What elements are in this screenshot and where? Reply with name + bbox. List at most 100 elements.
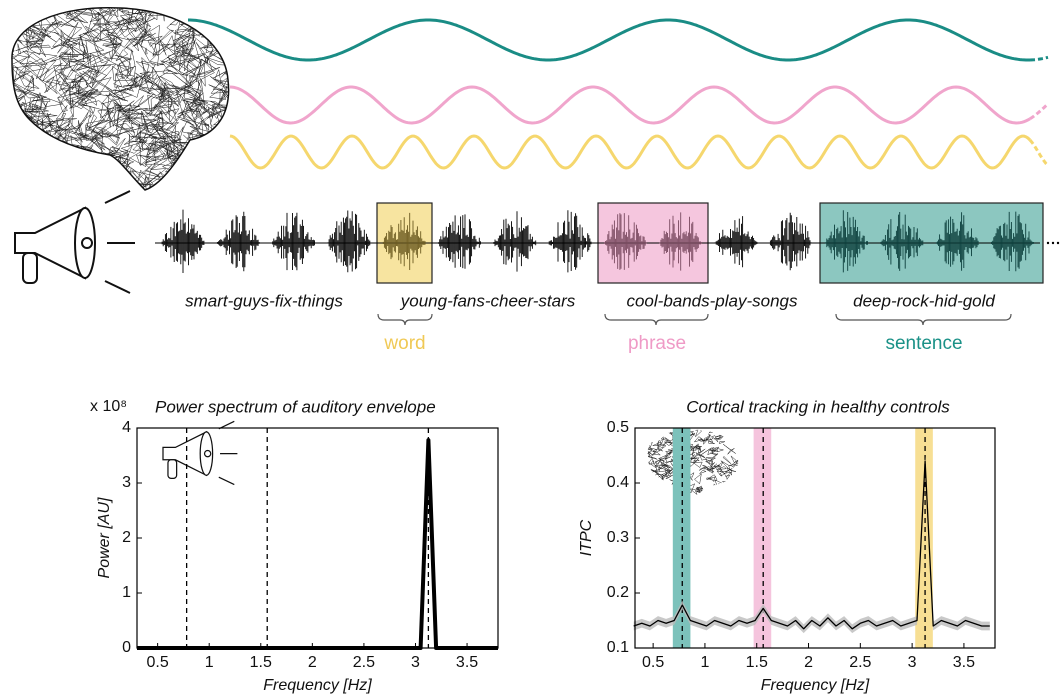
mesh-line (126, 47, 134, 53)
mesh-line (203, 107, 213, 114)
mesh-line (34, 176, 39, 181)
mesh-line (144, 163, 156, 170)
mesh-line (656, 475, 666, 485)
mesh-line (34, 154, 51, 184)
mesh-line (230, 60, 242, 78)
mesh-line (647, 484, 650, 489)
mesh-line (11, 119, 21, 138)
mesh-line (57, 21, 79, 54)
mesh-line (158, 86, 177, 115)
mesh-line (660, 436, 669, 442)
mesh-line (182, 100, 199, 131)
mesh-line (62, 156, 74, 167)
mesh-line (217, 163, 229, 190)
mesh-line (722, 443, 736, 454)
mesh-line (0, 23, 7, 48)
mesh-line (714, 479, 723, 490)
mesh-line (19, 52, 49, 65)
mesh-line (148, 122, 170, 138)
mesh-line (211, 103, 215, 118)
mesh-line (107, 34, 131, 48)
mesh-line (85, 77, 112, 94)
mesh-line (217, 85, 228, 107)
mesh-line (79, 172, 88, 185)
mesh-line (210, 100, 229, 112)
mesh-line (185, 90, 205, 102)
mesh-line (689, 460, 697, 467)
mesh-line (29, 167, 48, 190)
mesh-line (65, 37, 84, 47)
mesh-line (134, 34, 144, 47)
mesh-line (213, 170, 229, 188)
oscillation-end (1029, 102, 1050, 121)
mesh-line (695, 488, 701, 493)
mesh-line (206, 106, 229, 119)
mesh-line (708, 478, 714, 481)
mesh-line (163, 87, 181, 89)
mesh-line (46, 166, 71, 181)
mesh-line (8, 0, 13, 5)
mesh-line (18, 174, 50, 190)
mesh-line (70, 170, 80, 187)
mesh-line (710, 462, 716, 468)
mesh-line (94, 64, 112, 78)
mesh-line (67, 92, 94, 110)
mesh-line (647, 431, 655, 440)
mesh-line (654, 458, 662, 467)
mesh-line (0, 88, 5, 103)
x-tick-label: 1 (205, 654, 214, 671)
phrase: young-fans-cheer-stars (400, 291, 576, 310)
mesh-line (731, 421, 743, 425)
mesh-line (731, 489, 739, 496)
mesh-line (11, 118, 19, 130)
mesh-line (647, 449, 653, 456)
mesh-line (40, 194, 54, 209)
mesh-line (223, 90, 229, 105)
mesh-line (165, 141, 178, 157)
mesh-line (119, 84, 141, 98)
mesh-line (45, 21, 63, 29)
mesh-line (15, 142, 36, 160)
mesh-line (107, 127, 142, 138)
mesh-line (706, 477, 713, 480)
oscillation (188, 18, 1030, 62)
mesh-line (17, 43, 22, 54)
mesh-line (145, 188, 165, 190)
mesh-line (67, 184, 103, 190)
mesh-line (86, 63, 117, 76)
mesh-line (18, 73, 40, 89)
mesh-line (26, 23, 63, 38)
mesh-line (703, 466, 715, 470)
mesh-line (89, 7, 118, 22)
mesh-line (149, 24, 160, 44)
mesh-line (662, 493, 669, 496)
oscillation-end (1029, 55, 1049, 62)
mesh-line (709, 422, 717, 428)
mesh-line (32, 132, 52, 163)
mesh-line (40, 96, 44, 109)
mesh-line (694, 444, 700, 452)
y-axis-label: Power [AU] (96, 497, 113, 578)
mesh-line (135, 11, 151, 28)
mesh-line (35, 26, 49, 43)
mesh-line (654, 429, 661, 435)
mesh-line (103, 57, 130, 72)
mesh-line (44, 165, 53, 184)
waveform (825, 210, 1034, 273)
mesh-line (41, 148, 53, 171)
mesh-line (119, 27, 139, 38)
mesh-line (655, 443, 664, 449)
mesh-line (647, 458, 651, 465)
mesh-line (73, 12, 94, 33)
mesh-line (74, 80, 82, 92)
y-axis-label: ITPC (578, 519, 595, 556)
mesh-line (647, 456, 658, 460)
mesh-line (97, 107, 115, 123)
mesh-line (68, 7, 82, 16)
mesh-line (207, 129, 217, 148)
mesh-line (57, 83, 77, 99)
mesh-line (190, 156, 205, 161)
mesh-line (144, 117, 163, 125)
mesh-line (150, 148, 173, 171)
mesh-line (62, 181, 75, 190)
